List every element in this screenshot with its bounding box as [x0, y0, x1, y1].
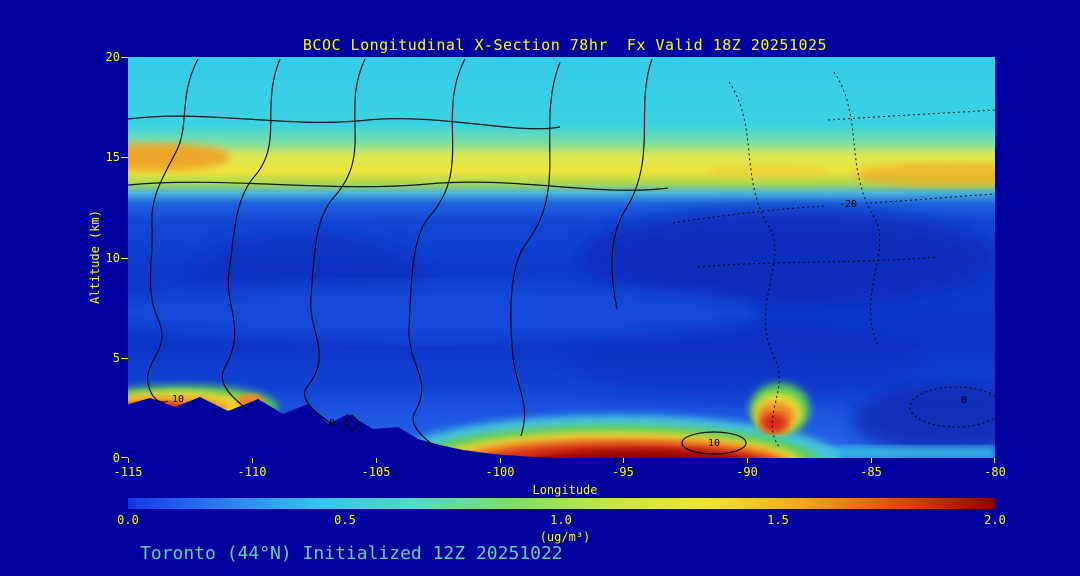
contour-label: 0 — [961, 395, 967, 406]
bright-band — [128, 284, 758, 340]
terrain — [128, 397, 558, 458]
x-tick-label: -115 — [113, 465, 143, 479]
y-tick-mark — [121, 358, 128, 359]
x-tick-label: -100 — [485, 465, 515, 479]
y-tick-mark — [121, 157, 128, 158]
x-tick-label: -85 — [860, 465, 882, 479]
x-tick-mark — [623, 458, 624, 463]
contour-labels: -20 10 0 10 0 — [172, 199, 967, 449]
init-caption: Toronto (44°N) Initialized 12Z 20251022 — [140, 543, 563, 564]
contour-label: -20 — [839, 199, 857, 210]
colorbar-tick-label: 0.5 — [334, 513, 356, 527]
colorbar-tick-label: 0.0 — [117, 513, 139, 527]
x-tick-mark — [747, 458, 748, 463]
x-tick-label: -80 — [984, 465, 1006, 479]
colorbar-gradient — [128, 498, 995, 509]
x-tick-label: -90 — [736, 465, 758, 479]
x-tick-label: -95 — [612, 465, 634, 479]
colorbar-tick-label: 1.0 — [550, 513, 572, 527]
x-tick-mark — [376, 458, 377, 463]
x-tick-label: -110 — [237, 465, 267, 479]
x-axis-label: Longitude — [532, 483, 598, 497]
y-tick-label: 20 — [105, 50, 120, 64]
contours-dotted — [672, 71, 995, 448]
x-tick-mark — [500, 458, 501, 463]
colorbar-tick-label: 2.0 — [984, 513, 1006, 527]
y-tick-label: 15 — [105, 150, 120, 164]
y-tick-mark — [121, 258, 128, 259]
y-tick-label: 10 — [105, 251, 120, 265]
y-tick-label: 5 — [112, 351, 120, 365]
colorbar-tick-label: 1.5 — [767, 513, 789, 527]
upper-band-warm-accents — [128, 143, 995, 187]
x-tick-mark — [128, 458, 129, 463]
colorbar-units: (ug/m³) — [539, 530, 591, 544]
xsection-contour-plot: -20 10 0 10 0 — [128, 57, 995, 458]
x-tick-mark — [994, 458, 995, 463]
y-tick-label: 0 — [112, 451, 120, 465]
x-tick-mark — [871, 458, 872, 463]
contour-label: 0 — [329, 418, 335, 429]
x-tick-label: -105 — [361, 465, 391, 479]
y-tick-mark — [121, 57, 128, 58]
x-tick-mark — [252, 458, 253, 463]
y-tick-mark — [121, 457, 128, 458]
contours-solid — [128, 58, 747, 455]
contour-label: 10 — [172, 394, 184, 405]
chart-title: BCOC Longitudinal X-Section 78hr Fx Vali… — [302, 36, 828, 54]
contour-label: 10 — [708, 438, 720, 449]
